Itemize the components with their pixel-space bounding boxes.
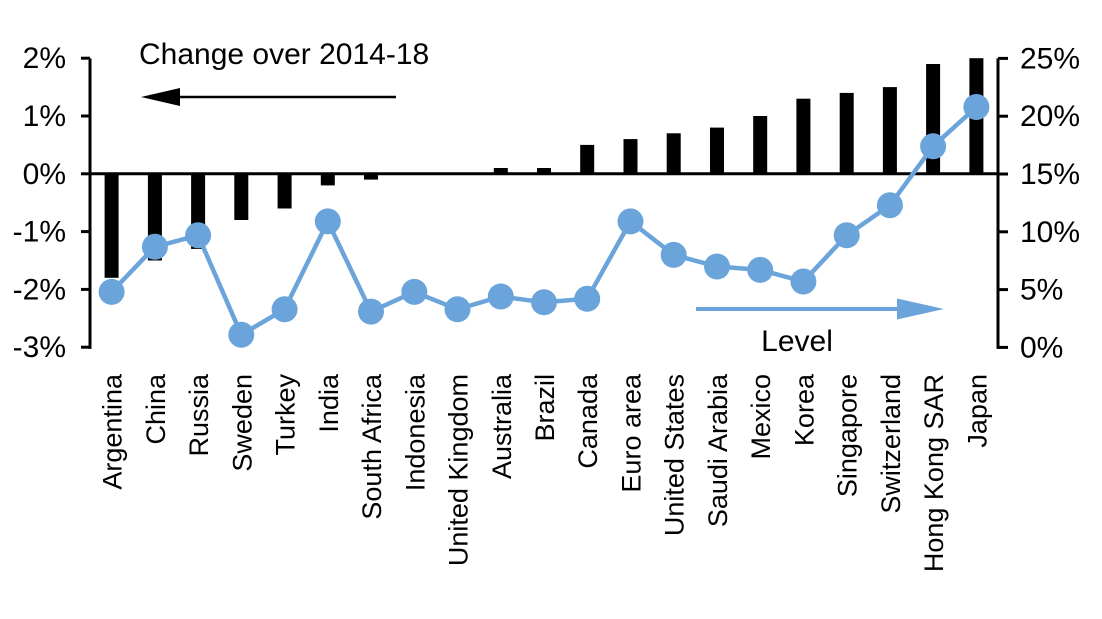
- category-label-Sweden: Sweden: [227, 374, 257, 472]
- bar-Mexico: [753, 116, 768, 174]
- category-label-Indonesia: Indonesia: [400, 373, 430, 491]
- right-axis-tick-label: 10%: [1020, 216, 1080, 249]
- series-label-level: Level: [761, 325, 833, 358]
- right-axis-tick-label: 5%: [1020, 274, 1063, 307]
- right-axis-tick-label: 15%: [1020, 158, 1080, 191]
- bar-South Africa: [364, 173, 378, 180]
- level-point-Japan: [963, 94, 990, 120]
- category-label-Hong Kong SAR: Hong Kong SAR: [919, 374, 949, 572]
- bar-Canada: [580, 144, 595, 174]
- bar-Switzerland: [882, 87, 897, 174]
- left-axis-tick-label: -1%: [13, 216, 66, 249]
- level-point-Australia: [487, 283, 514, 310]
- level-point-Euro area: [617, 208, 644, 235]
- level-point-South Africa: [358, 298, 384, 325]
- level-point-Korea: [790, 268, 817, 295]
- line-series: [98, 94, 990, 348]
- category-label-China: China: [141, 373, 171, 445]
- right-axis-tick-label: 25%: [1020, 42, 1080, 75]
- left-axis-tick-label: -2%: [13, 273, 66, 306]
- category-label-United States: United States: [660, 374, 690, 536]
- level-point-Turkey: [271, 296, 298, 323]
- level-point-United Kingdom: [444, 296, 471, 323]
- right-axis-tick-label: 20%: [1020, 100, 1080, 133]
- category-label-Canada: Canada: [573, 373, 603, 469]
- category-label-Switzerland: Switzerland: [876, 374, 906, 514]
- level-point-Switzerland: [876, 192, 903, 219]
- axes: 2% 1% 0% -1% -2% -3% 25% 20% 15% 10% 5% 0%: [13, 42, 1080, 364]
- category-label-Japan: Japan: [962, 374, 992, 448]
- category-label-Australia: Australia: [487, 373, 517, 479]
- level-point-China: [141, 233, 168, 260]
- level-point-Argentina: [98, 278, 125, 305]
- change-arrow-icon: [141, 88, 396, 106]
- bar-Euro area: [623, 139, 638, 174]
- left-axis-tick-label: 2%: [23, 42, 66, 75]
- level-point-Sweden: [228, 321, 255, 348]
- bar-series: [104, 58, 984, 278]
- category-label-Brazil: Brazil: [530, 374, 560, 442]
- bar-Brazil: [537, 168, 551, 174]
- bar-Turkey: [277, 173, 292, 209]
- category-label-Korea: Korea: [789, 373, 819, 446]
- category-label-Mexico: Mexico: [746, 374, 776, 460]
- series-label-change: Change over 2014-18: [139, 38, 429, 71]
- category-label-India: India: [314, 373, 344, 433]
- level-point-Singapore: [833, 222, 860, 249]
- right-axis-tick-label: 0%: [1020, 331, 1063, 364]
- left-axis-tick-label: 1%: [23, 100, 66, 133]
- level-point-Mexico: [747, 256, 774, 283]
- bar-Singapore: [839, 92, 854, 174]
- category-label-Russia: Russia: [184, 373, 214, 457]
- bar-Argentina: [104, 173, 119, 278]
- level-point-Brazil: [531, 289, 557, 316]
- level-point-Saudi Arabia: [704, 253, 730, 280]
- category-labels: Argentina China Russia Sweden Turkey India Sou…: [98, 373, 993, 572]
- bar-Korea: [796, 98, 811, 174]
- category-label-United Kingdom: United Kingdom: [444, 374, 474, 566]
- category-label-Turkey: Turkey: [271, 374, 301, 456]
- bar-Sweden: [234, 173, 249, 220]
- level-point-Hong Kong SAR: [920, 133, 947, 160]
- bar-India: [320, 173, 335, 186]
- left-axis-tick-label: -3%: [13, 331, 66, 364]
- left-axis-tick-label: 0%: [23, 158, 66, 191]
- level-point-India: [314, 208, 341, 235]
- category-label-Euro area: Euro area: [617, 373, 647, 493]
- level-point-Canada: [574, 285, 601, 312]
- category-label-Singapore: Singapore: [833, 374, 863, 497]
- bar-Australia: [493, 168, 508, 174]
- category-label-Saudi Arabia: Saudi Arabia: [703, 373, 733, 527]
- level-point-Russia: [185, 222, 212, 249]
- level-arrow-icon: [696, 298, 944, 320]
- category-label-South Africa: South Africa: [357, 373, 387, 520]
- bar-United States: [666, 133, 681, 174]
- level-point-United States: [660, 241, 687, 268]
- level-point-Indonesia: [401, 278, 428, 305]
- bar-Saudi Arabia: [710, 127, 724, 174]
- category-label-Argentina: Argentina: [98, 373, 128, 490]
